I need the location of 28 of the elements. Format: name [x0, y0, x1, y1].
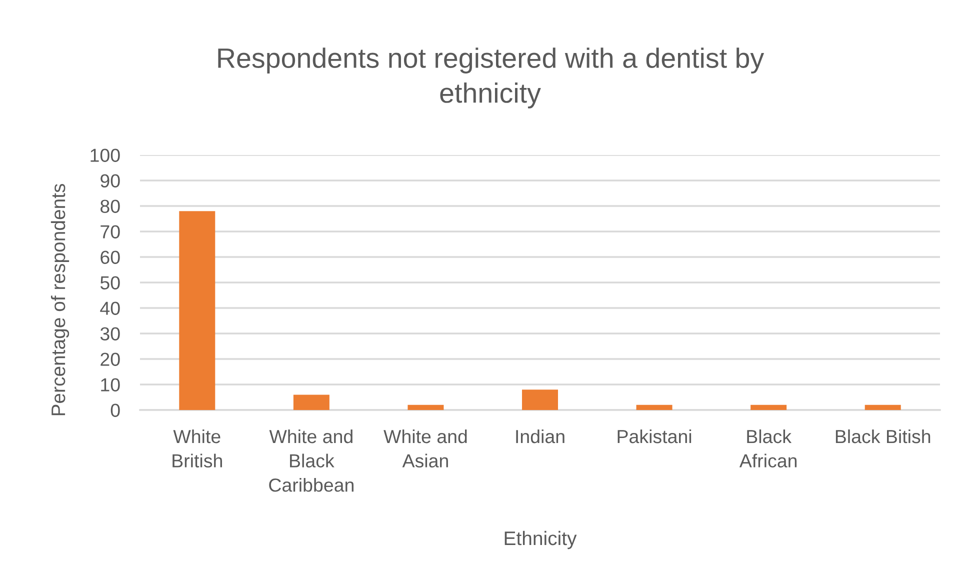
bar: [522, 390, 558, 410]
y-tick-label: 100: [90, 148, 120, 162]
x-tick-label: Black Bitish: [836, 429, 930, 444]
y-tick-label: 40: [100, 302, 120, 315]
x-tick-label: White British: [172, 429, 222, 468]
x-axis-title: Ethnicity: [504, 530, 577, 550]
y-tick-label: 90: [100, 174, 120, 188]
chart-title: Respondents not registered with a dentist by ethnicity: [218, 48, 764, 108]
x-tick-label: White and Asian: [384, 429, 467, 468]
bar: [293, 394, 330, 410]
y-tick-label: 70: [100, 225, 120, 238]
bar: [408, 404, 444, 410]
y-axis-title: Percentage of respondents: [50, 184, 70, 416]
bar: [864, 404, 901, 410]
y-tick-label: 60: [100, 250, 120, 264]
x-tick-label: Indian: [516, 429, 564, 444]
bar: [636, 404, 672, 410]
y-tick-label: 0: [110, 404, 120, 417]
x-tick-label: Black African: [739, 429, 797, 468]
y-tick-label: 80: [100, 200, 120, 213]
bar: [750, 404, 787, 410]
y-tick-label: 50: [100, 276, 120, 290]
y-tick-label: 10: [101, 378, 120, 392]
bar: [179, 211, 216, 410]
y-tick-label: 30: [100, 327, 120, 340]
x-tick-label: Pakistani: [618, 429, 692, 444]
y-tick-label: 20: [100, 352, 120, 366]
x-tick-label: White and Black Caribbean: [269, 429, 354, 492]
